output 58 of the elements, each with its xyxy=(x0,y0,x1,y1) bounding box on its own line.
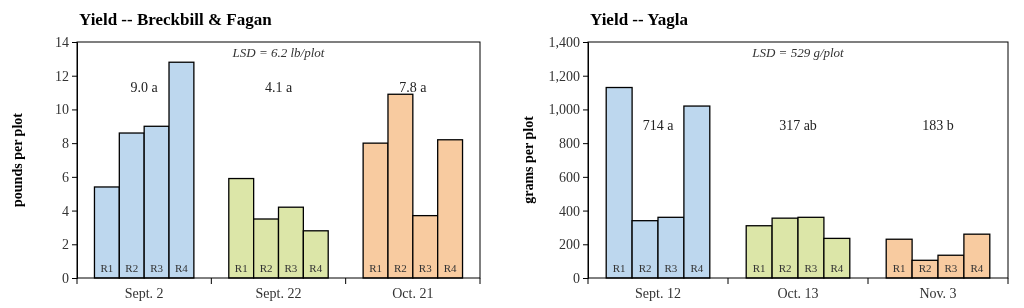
text: R1 xyxy=(752,262,766,274)
text: R3 xyxy=(944,262,958,274)
chart-title: Yield -- Breckbill & Fagan xyxy=(79,10,273,29)
annotation: 317 ab xyxy=(779,118,817,133)
y-tick-label: 4 xyxy=(62,203,69,219)
series-label: R4 xyxy=(690,262,704,274)
text: R4 xyxy=(970,262,984,274)
y-tick-label: 0 xyxy=(62,270,69,286)
y-tick-label: 12 xyxy=(55,68,69,84)
text: R4 xyxy=(830,262,844,274)
y-tick-label: 1,200 xyxy=(548,68,580,84)
text: R3 xyxy=(284,262,298,274)
y-tick-label: 600 xyxy=(559,169,580,185)
text: R2 xyxy=(393,262,407,274)
series-label: R4 xyxy=(175,262,189,274)
series-label: R3 xyxy=(150,262,164,274)
y-axis-title: pounds per plot xyxy=(10,112,25,207)
x-tick-label: Sept. 22 xyxy=(255,285,302,301)
y-axis-title: grams per plot xyxy=(521,115,536,204)
series-label: R3 xyxy=(664,262,678,274)
y-tick-label: 6 xyxy=(62,169,69,185)
x-tick-label: Nov. 3 xyxy=(919,285,957,301)
y-tick-label: 1,000 xyxy=(548,102,580,118)
text: R4 xyxy=(309,262,323,274)
annotation: LSD = 6.2 lb/plot xyxy=(231,45,325,60)
text: R1 xyxy=(369,262,382,274)
text: R1 xyxy=(892,262,906,274)
x-tick-label: Sept. 2 xyxy=(124,285,164,301)
text: R2 xyxy=(638,262,652,274)
x-tick-label: Oct. 21 xyxy=(392,285,434,301)
series-label: R2 xyxy=(125,262,139,274)
annotation: LSD = 529 g/plot xyxy=(751,45,845,60)
y-tick-label: 400 xyxy=(559,203,580,219)
series-label: R1 xyxy=(100,262,114,274)
series-label: R2 xyxy=(918,262,932,274)
y-tick-label: 200 xyxy=(559,237,580,253)
y-tick-label: 0 xyxy=(573,270,580,286)
y-tick-label: 14 xyxy=(55,34,69,50)
text: R2 xyxy=(778,262,792,274)
annotation: 9.0 a xyxy=(130,80,159,95)
y-tick-label: 8 xyxy=(62,136,69,152)
series-label: R1 xyxy=(612,262,626,274)
annotation: 7.8 a xyxy=(399,80,428,95)
y-tick-label: 1,400 xyxy=(548,34,580,50)
y-tick-label: 10 xyxy=(55,102,69,118)
text: R3 xyxy=(804,262,818,274)
y-tick-label: 2 xyxy=(62,237,69,253)
text: R3 xyxy=(418,262,432,274)
annotation: 183 b xyxy=(922,118,954,133)
annotation: 714 a xyxy=(642,118,675,133)
x-tick-label: Oct. 13 xyxy=(777,285,819,301)
y-tick-label: 800 xyxy=(559,136,580,152)
text: R2 xyxy=(259,262,273,274)
annotation: 4.1 a xyxy=(264,80,293,95)
chart-title: Yield -- Yagla xyxy=(590,10,689,29)
text: R4 xyxy=(443,262,457,274)
x-tick-label: Sept. 12 xyxy=(635,285,681,301)
text: R1 xyxy=(234,262,248,274)
